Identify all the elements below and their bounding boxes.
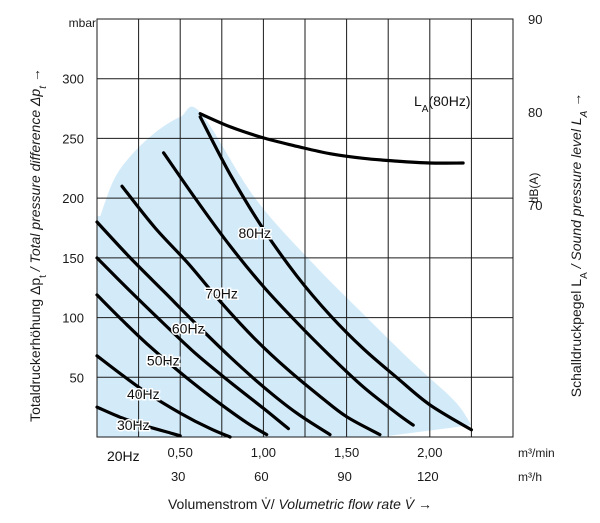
curve-50Hz	[95, 220, 332, 437]
x-primary-tick-label: 1,00	[251, 445, 276, 460]
x-axis-title-main: Volumenstrom V̇/	[168, 496, 279, 512]
x-primary-unit: m³/min	[518, 446, 555, 460]
curve-80Hz	[198, 115, 473, 432]
x-axis-title: Volumenstrom V̇/ Volumetric flow rate V̇…	[168, 496, 432, 512]
curve-40Hz	[95, 256, 290, 431]
right-axis-title-italic-sub: A	[579, 110, 590, 118]
curve-la-80hz	[198, 112, 465, 165]
left-tick-label: 200	[62, 191, 84, 206]
curve-label-la-80hz: LA(80Hz)	[414, 93, 470, 115]
x-secondary-tick-label: 60	[254, 469, 268, 484]
left-axis-title-main: Totaldruckerhöhung Δp	[27, 278, 43, 422]
right-axis-title: Schalldruckpegel LA / Sound pressure lev…	[568, 93, 590, 397]
curve-label-80Hz: 80Hz	[238, 225, 271, 241]
x-primary-tick-label: 2,00	[417, 445, 442, 460]
left-axis-title-italic: / Total pressure difference Δp	[27, 89, 43, 276]
right-axis-title-main: Schalldruckpegel L	[568, 279, 584, 398]
right-tick-label: 80	[528, 105, 542, 120]
x-primary-tick-label: 0,50	[168, 445, 193, 460]
left-axis-unit: mbar	[69, 16, 96, 30]
right-axis-title-main-sub: A	[579, 272, 590, 279]
right-axis-unit: dB(A)	[527, 173, 541, 204]
curve-label-70Hz: 70Hz	[205, 286, 238, 302]
curve-20Hz	[95, 354, 232, 439]
left-tick-label: 50	[70, 370, 84, 385]
x-axis-title-italic: Volumetric flow rate V̇	[278, 496, 415, 512]
x-secondary-tick-label: 120	[417, 469, 439, 484]
left-axis-title: Totaldruckerhöhung Δpt / Total pressure …	[27, 68, 49, 422]
curve-10Hz	[95, 405, 182, 438]
left-tick-label: 300	[62, 72, 84, 87]
curve-layer	[95, 112, 473, 439]
right-tick-label: 90	[528, 12, 542, 27]
x-secondary-tick-label: 30	[171, 469, 185, 484]
la-label-tail: (80Hz)	[428, 93, 470, 109]
curve-60Hz	[120, 184, 382, 437]
la-label-sub: A	[422, 104, 429, 115]
right-tick-label: 70	[528, 198, 542, 213]
curve-label-30Hz: 30Hz	[117, 417, 150, 433]
curve-label-40Hz: 40Hz	[127, 386, 160, 402]
la-label-main: L	[414, 93, 422, 109]
curve-30Hz	[95, 293, 269, 437]
left-axis-title-arrow: →	[27, 68, 43, 86]
x-secondary-unit: m³/h	[518, 470, 542, 484]
right-axis-title-italic: / Sound pressure level L	[568, 117, 584, 272]
curve-label-60Hz: 60Hz	[172, 320, 205, 336]
right-axis-title-arrow: →	[568, 93, 584, 111]
left-tick-label: 250	[62, 131, 84, 146]
x-axis-title-arrow: →	[414, 496, 432, 512]
x-secondary-tick-label: 90	[337, 469, 351, 484]
curve-label-50Hz: 50Hz	[147, 353, 180, 369]
left-axis-title-main-sub: t	[38, 275, 49, 278]
label-layer: 80Hz 70Hz 60Hz 50Hz 40Hz 30Hz 20Hz LA(80Hz) 50 10…	[62, 12, 542, 484]
left-tick-label: 150	[62, 251, 84, 266]
curve-70Hz	[162, 151, 415, 427]
grid	[96, 18, 514, 438]
curve-label-20Hz: 20Hz	[107, 448, 140, 464]
x-primary-tick-label: 1,50	[334, 445, 359, 460]
left-axis-title-italic-sub: t	[38, 85, 49, 89]
left-tick-label: 100	[62, 311, 84, 326]
